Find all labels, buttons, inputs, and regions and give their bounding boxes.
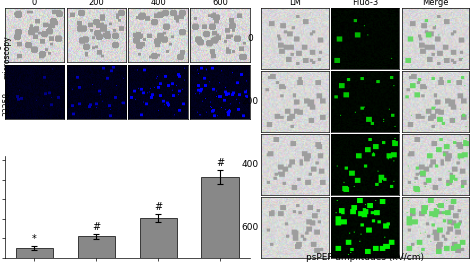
Bar [78, 236, 115, 258]
Bar [201, 177, 238, 258]
Text: *: * [32, 235, 37, 245]
Title: 600: 600 [212, 0, 228, 7]
Y-axis label: 200: 200 [241, 97, 258, 106]
Text: #: # [92, 222, 100, 232]
Title: LM: LM [289, 0, 301, 7]
Title: Merge: Merge [422, 0, 449, 7]
Y-axis label: Light
microscopy: Light microscopy [0, 35, 12, 79]
Title: 200: 200 [89, 0, 104, 7]
Y-axis label: Hoechst
33258: Hoechst 33258 [0, 92, 12, 123]
Y-axis label: 0: 0 [247, 34, 253, 43]
Text: #: # [154, 202, 162, 212]
Title: 0: 0 [32, 0, 37, 7]
Text: #: # [216, 158, 224, 168]
Bar [140, 218, 177, 258]
Bar [16, 248, 53, 258]
Title: Fluo-3: Fluo-3 [352, 0, 378, 7]
Y-axis label: 400: 400 [241, 160, 258, 169]
Y-axis label: 600: 600 [241, 223, 258, 232]
Title: 400: 400 [150, 0, 166, 7]
Text: psPEF amplitudes (kV/cm): psPEF amplitudes (kV/cm) [306, 253, 424, 262]
